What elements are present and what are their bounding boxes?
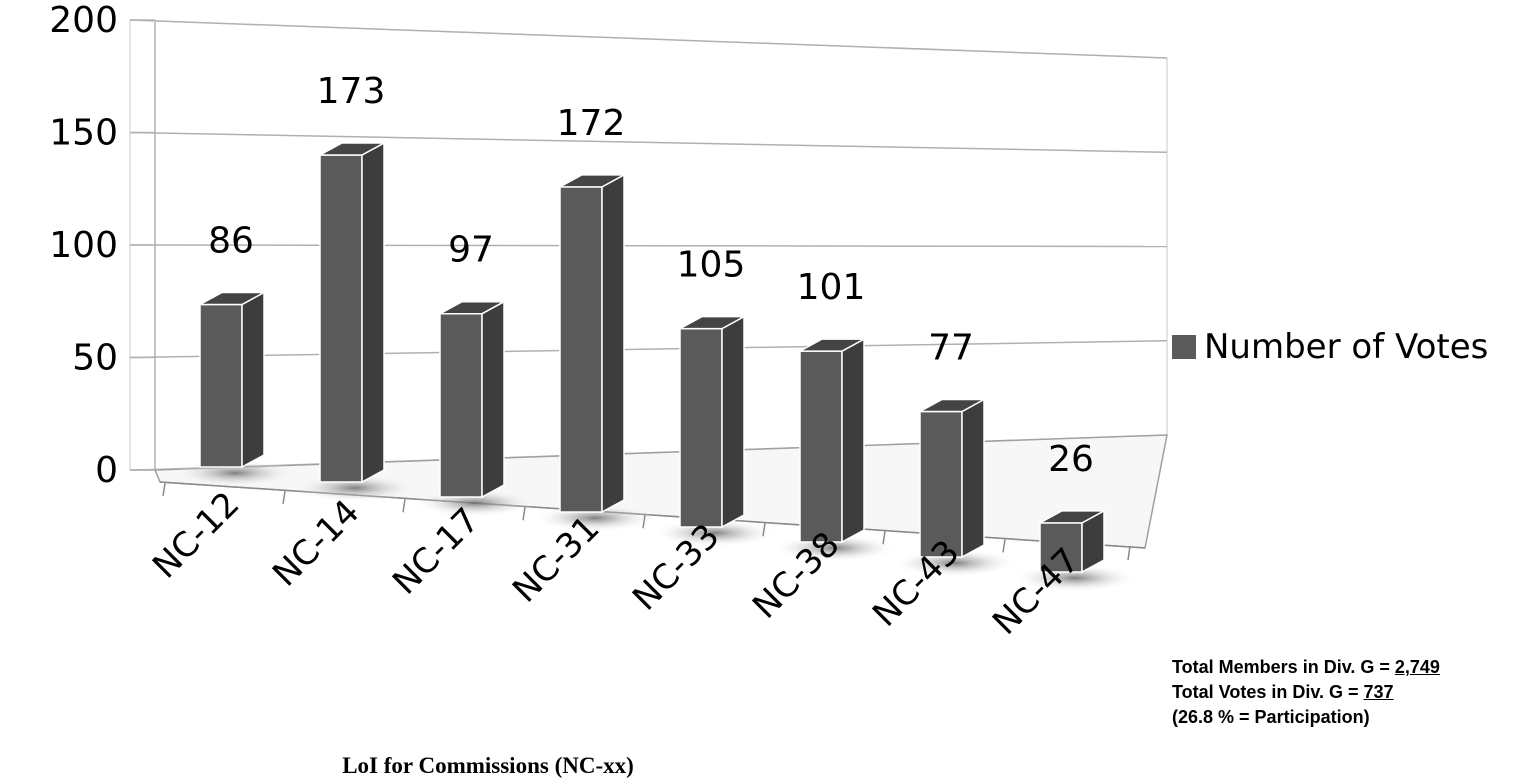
participation-note: (26.8 % = Participation) [1172,707,1370,727]
total-votes-value: 737 [1363,682,1394,702]
data-label: 86 [208,221,254,262]
total-members-note: Total Members in Div. G = 2,749 [1172,655,1512,680]
legend-swatch [1172,335,1196,359]
x-tick-mark [522,507,526,521]
bar-side-face [961,398,985,559]
bar-front-face [439,312,483,498]
total-members-prefix: Total Members in Div. G = [1172,657,1395,677]
bar-side-face [721,315,745,529]
x-tick-label: NC-12 [145,484,247,586]
bar-front-face [799,350,843,543]
x-tick-label: NC-17 [385,500,487,602]
bar-side-face [241,291,265,469]
data-labels: 86 173 97 172 105 101 77 26 [208,71,1094,480]
bar-front-face [919,410,963,558]
bar-side-face [361,141,385,484]
bar-nc-14 [319,141,385,484]
x-tick-mark [882,531,886,545]
bar-top-face [919,398,985,413]
data-label: 172 [557,103,626,144]
bar-front-face [679,327,723,528]
gridline [129,244,1168,248]
bar-nc-33 [679,315,745,529]
bar-nc-38 [799,337,865,544]
gridline [129,19,1168,59]
gridline [129,340,1168,359]
bar-top-face [199,291,265,306]
x-tick-mark [1002,539,1006,553]
bar-nc-31 [559,173,625,514]
x-tick-mark [762,523,766,537]
bar-nc-47 [1039,509,1105,574]
x-axis-title: LoI for Commissions (NC-xx) [342,753,634,778]
y-tick-label: 100 [49,225,118,266]
legend: Number of Votes [1172,327,1488,367]
bar-front-face [559,186,603,513]
legend-label: Number of Votes [1204,327,1488,367]
bar-top-face [799,338,865,352]
total-votes-note: Total Votes in Div. G = 737 [1172,680,1512,705]
bar-front-face [319,154,363,483]
total-votes-prefix: Total Votes in Div. G = [1172,682,1364,702]
data-label: 26 [1048,439,1094,480]
data-label: 101 [797,267,866,308]
bar-top-face [319,142,385,156]
grid-lines [129,19,1168,471]
total-members-value: 2,749 [1394,657,1440,677]
bar-top-face [679,315,745,330]
bar-top-face [1039,510,1105,524]
x-tick-mark [642,515,646,529]
data-label: 173 [317,71,386,112]
x-tick-mark [1127,545,1131,561]
data-label: 105 [677,245,746,286]
bar-nc-12 [199,291,265,469]
bar-front-face [199,303,243,468]
y-tick-label: 50 [72,338,118,379]
bar-top-face [439,300,505,315]
y-axis-ticks: 0 50 100 150 200 [49,0,118,491]
data-label: 97 [448,230,494,271]
y-tick-label: 150 [49,113,118,154]
bars [199,141,1105,574]
bar-side-face [601,173,625,514]
x-tick-mark [402,499,406,513]
x-tick-mark [162,482,166,497]
y-tick-label: 0 [95,450,118,491]
bar-nc-43 [919,398,985,559]
gridline [129,131,1168,154]
x-tick-mark [282,490,286,505]
bar-side-face [481,300,505,499]
bar-top-face [559,174,625,188]
data-label: 77 [928,328,974,369]
bar-nc-17 [439,300,505,499]
bar-front-face [1039,522,1083,573]
y-tick-label: 200 [49,0,118,41]
bar-side-face [841,337,865,544]
x-tick-label: NC-14 [265,492,367,594]
